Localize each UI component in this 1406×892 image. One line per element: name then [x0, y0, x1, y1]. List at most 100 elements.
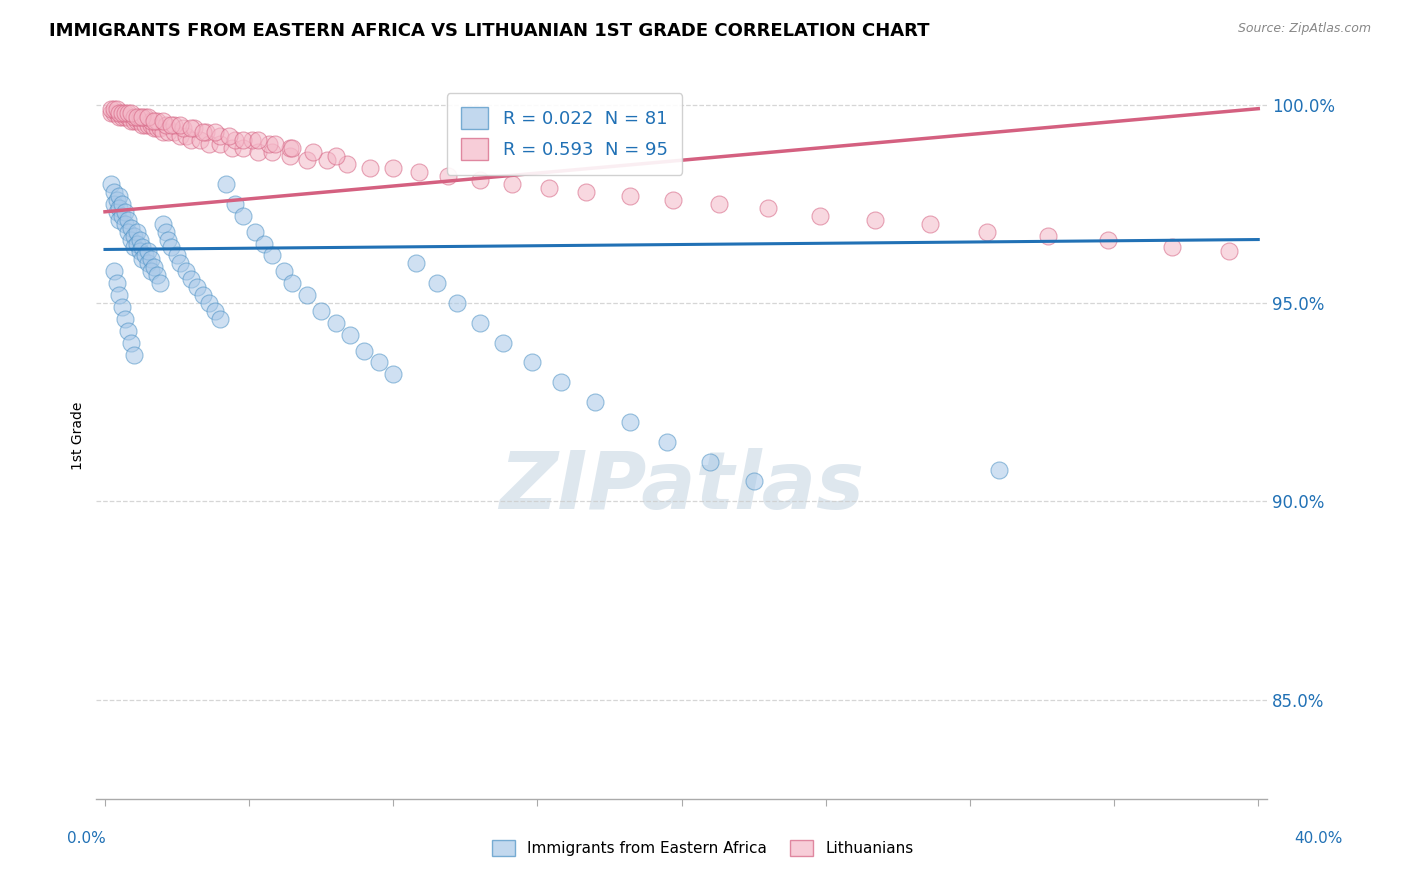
- Point: [117, 225, 139, 239]
- Point: [122, 228, 145, 243]
- Point: [325, 149, 347, 163]
- Point: [134, 248, 156, 262]
- Point: [309, 304, 332, 318]
- Point: [128, 110, 150, 124]
- Point: [224, 133, 246, 147]
- Point: [281, 276, 304, 290]
- Point: [169, 118, 191, 132]
- Point: [264, 137, 287, 152]
- Point: [117, 105, 139, 120]
- Point: [131, 240, 153, 254]
- Point: [408, 165, 430, 179]
- Point: [367, 355, 389, 369]
- Point: [114, 110, 136, 124]
- Point: [1036, 228, 1059, 243]
- Point: [114, 311, 136, 326]
- Point: [149, 276, 172, 290]
- Point: [232, 141, 254, 155]
- Point: [224, 197, 246, 211]
- Point: [125, 225, 148, 239]
- Point: [117, 324, 139, 338]
- Point: [218, 129, 240, 144]
- Point: [246, 145, 269, 160]
- Point: [122, 347, 145, 361]
- Point: [117, 212, 139, 227]
- Point: [122, 113, 145, 128]
- Point: [169, 256, 191, 270]
- Point: [152, 113, 174, 128]
- Point: [468, 173, 491, 187]
- Point: [131, 252, 153, 267]
- Point: [139, 252, 162, 267]
- Point: [619, 189, 641, 203]
- Text: ZIPatlas: ZIPatlas: [499, 448, 865, 525]
- Point: [191, 126, 214, 140]
- Point: [240, 133, 263, 147]
- Point: [232, 209, 254, 223]
- Point: [114, 204, 136, 219]
- Point: [120, 113, 142, 128]
- Point: [382, 368, 405, 382]
- Point: [1097, 233, 1119, 247]
- Point: [146, 268, 169, 283]
- Point: [382, 161, 405, 176]
- Point: [339, 327, 361, 342]
- Point: [188, 133, 211, 147]
- Point: [520, 355, 543, 369]
- Point: [198, 137, 221, 152]
- Point: [657, 434, 679, 449]
- Point: [492, 335, 515, 350]
- Point: [742, 475, 765, 489]
- Point: [756, 201, 779, 215]
- Point: [204, 304, 226, 318]
- Point: [103, 185, 125, 199]
- Point: [163, 118, 186, 132]
- Point: [139, 118, 162, 132]
- Point: [157, 233, 180, 247]
- Point: [152, 126, 174, 140]
- Point: [180, 121, 202, 136]
- Point: [131, 110, 153, 124]
- Point: [281, 141, 304, 155]
- Point: [108, 105, 131, 120]
- Point: [863, 212, 886, 227]
- Point: [215, 177, 238, 191]
- Text: IMMIGRANTS FROM EASTERN AFRICA VS LITHUANIAN 1ST GRADE CORRELATION CHART: IMMIGRANTS FROM EASTERN AFRICA VS LITHUA…: [49, 22, 929, 40]
- Point: [108, 201, 131, 215]
- Point: [325, 316, 347, 330]
- Point: [699, 455, 721, 469]
- Point: [108, 212, 131, 227]
- Point: [160, 118, 183, 132]
- Y-axis label: 1st Grade: 1st Grade: [72, 401, 86, 470]
- Point: [537, 181, 560, 195]
- Point: [114, 105, 136, 120]
- Point: [139, 113, 162, 128]
- Point: [209, 137, 232, 152]
- Point: [117, 110, 139, 124]
- Point: [155, 225, 177, 239]
- Point: [131, 118, 153, 132]
- Point: [108, 288, 131, 302]
- Point: [128, 113, 150, 128]
- Point: [232, 133, 254, 147]
- Point: [246, 133, 269, 147]
- Point: [405, 256, 427, 270]
- Point: [575, 185, 598, 199]
- Point: [468, 316, 491, 330]
- Point: [301, 145, 323, 160]
- Point: [122, 110, 145, 124]
- Point: [160, 240, 183, 254]
- Point: [186, 280, 208, 294]
- Point: [103, 197, 125, 211]
- Point: [204, 126, 226, 140]
- Point: [100, 102, 122, 116]
- Point: [120, 335, 142, 350]
- Point: [128, 233, 150, 247]
- Point: [108, 110, 131, 124]
- Point: [105, 193, 128, 207]
- Point: [136, 256, 159, 270]
- Point: [273, 264, 295, 278]
- Point: [111, 209, 134, 223]
- Point: [180, 272, 202, 286]
- Point: [316, 153, 339, 168]
